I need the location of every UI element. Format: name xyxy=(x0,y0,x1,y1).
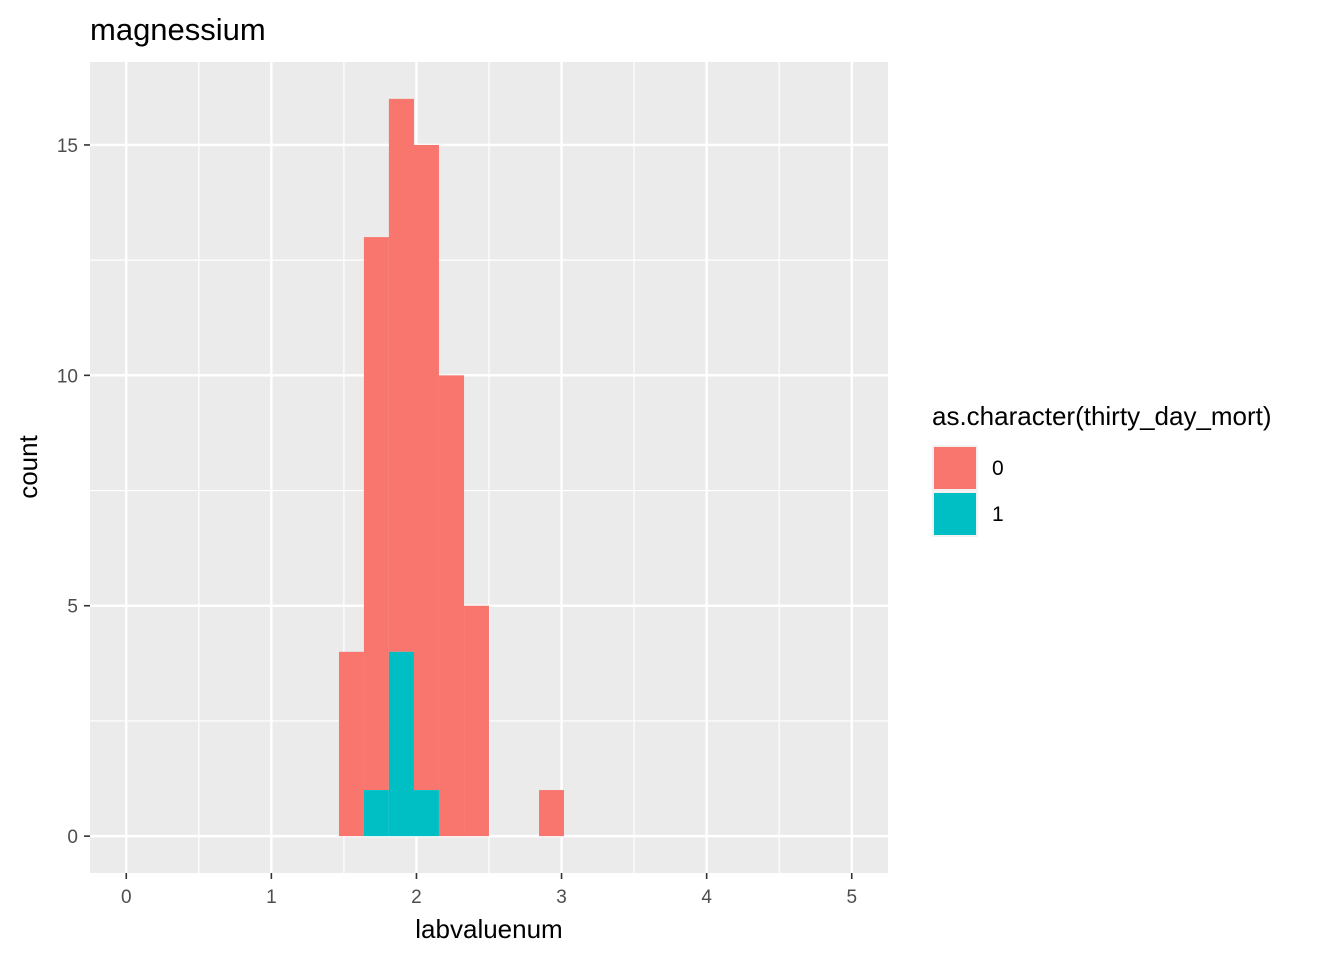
legend-title: as.character(thirty_day_mort) xyxy=(932,401,1272,431)
chart-title: magnessium xyxy=(90,12,266,47)
x-tick-label: 2 xyxy=(411,887,422,908)
y-tick-label: 0 xyxy=(67,827,78,848)
y-axis: 0 5 10 15 xyxy=(57,136,90,848)
histogram-bars xyxy=(338,98,565,837)
y-tick-label: 15 xyxy=(57,136,78,157)
legend: as.character(thirty_day_mort) 0 1 xyxy=(932,401,1272,537)
legend-key-label: 0 xyxy=(992,457,1004,480)
x-axis-title: labvaluenum xyxy=(415,914,562,944)
legend-key-label: 1 xyxy=(992,503,1004,526)
x-tick-label: 3 xyxy=(556,887,567,908)
x-tick-label: 1 xyxy=(266,887,277,908)
legend-key-swatch xyxy=(934,493,976,535)
bar-series-0 xyxy=(413,144,439,791)
bar-series-0 xyxy=(338,651,364,837)
bar-series-0 xyxy=(363,237,389,791)
x-axis: 0 1 2 3 4 5 xyxy=(121,873,857,908)
x-tick-label: 0 xyxy=(121,887,132,908)
y-tick-label: 5 xyxy=(67,597,78,618)
bar-series-1 xyxy=(388,651,414,837)
legend-key-swatch xyxy=(934,447,976,489)
bar-series-0 xyxy=(464,605,489,837)
bar-series-1 xyxy=(413,790,439,837)
y-axis-title: count xyxy=(13,434,43,498)
bar-series-1 xyxy=(363,790,389,837)
bar-series-0 xyxy=(388,98,414,652)
bar-series-0 xyxy=(539,790,565,837)
x-tick-label: 4 xyxy=(701,887,712,908)
y-tick-label: 10 xyxy=(57,366,78,387)
bar-series-0 xyxy=(438,375,465,837)
x-tick-label: 5 xyxy=(846,887,857,908)
